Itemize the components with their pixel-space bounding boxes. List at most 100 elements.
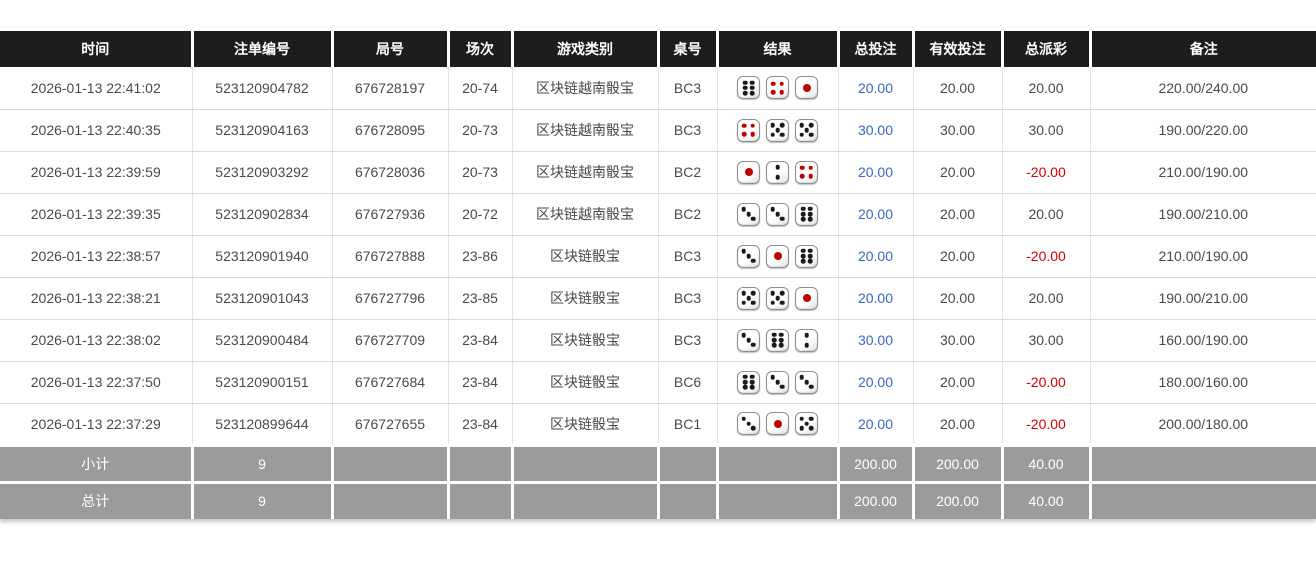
cell-round-no: 676728197 — [332, 67, 449, 110]
cell-bet-no: 523120904782 — [192, 67, 333, 110]
cell-round-no: 676728036 — [332, 151, 449, 194]
bet-amount-link[interactable]: 20.00 — [857, 290, 894, 306]
cell-table-no: BC6 — [658, 361, 718, 404]
cell-bet-no: 523120900151 — [192, 361, 333, 404]
bet-amount-link[interactable]: 20.00 — [857, 248, 894, 264]
cell-remark: 160.00/190.00 — [1090, 319, 1316, 362]
cell-total-payout: -20.00 — [1002, 403, 1091, 446]
cell-total-bet: 20.00 — [838, 235, 914, 278]
die-icon-3 — [737, 328, 760, 352]
die-icon-5 — [795, 412, 818, 435]
column-header-total-payout: 总派彩 — [1002, 31, 1092, 67]
cell-bet-no: 523120903292 — [192, 151, 333, 194]
dice-result-group — [737, 370, 818, 394]
cell-result — [717, 151, 839, 194]
cell-round-no: 676727684 — [332, 361, 449, 404]
cell-session: 20-73 — [448, 109, 513, 152]
subtotal-total-bet: 200.00 — [838, 443, 915, 482]
cell-remark: 180.00/160.00 — [1090, 361, 1316, 404]
cell-time: 2026-01-13 22:38:21 — [0, 277, 193, 320]
cell-time: 2026-01-13 22:37:29 — [0, 403, 193, 446]
cell-game-type: 区块链骰宝 — [512, 403, 659, 446]
die-icon-3 — [737, 202, 760, 226]
bet-amount-link[interactable]: 30.00 — [857, 332, 894, 348]
bet-amount-link[interactable]: 30.00 — [857, 122, 894, 138]
cell-total-payout: 20.00 — [1002, 193, 1091, 236]
cell-result — [717, 193, 839, 236]
cell-time: 2026-01-13 22:37:50 — [0, 361, 193, 404]
cell-remark: 190.00/210.00 — [1090, 193, 1316, 236]
column-header-session: 场次 — [448, 31, 514, 67]
cell-time: 2026-01-13 22:38:57 — [0, 235, 193, 278]
column-header-game-type: 游戏类别 — [512, 31, 660, 67]
cell-session: 20-72 — [448, 193, 513, 236]
total-label: 总计 — [0, 480, 194, 519]
bet-amount-link[interactable]: 20.00 — [857, 79, 894, 96]
die-icon-6 — [737, 370, 760, 394]
cell-total-bet: 20.00 — [838, 193, 914, 236]
die-icon-6 — [737, 76, 760, 100]
die-icon-5 — [766, 118, 789, 142]
cell-result — [717, 403, 839, 446]
total-empty-cell — [717, 480, 840, 519]
table-row: 2026-01-13 22:38:21 523120901043 6767277… — [0, 277, 1316, 320]
bet-records-panel: 时间 注单编号 局号 场次 游戏类别 桌号 结果 总投注 有效投注 总派彩 备注… — [0, 31, 1316, 519]
cell-game-type: 区块链骰宝 — [512, 319, 659, 362]
column-header-result: 结果 — [717, 31, 840, 67]
total-valid-bet: 200.00 — [913, 480, 1004, 519]
dice-result-group — [737, 118, 818, 142]
cell-total-bet: 30.00 — [838, 109, 914, 152]
column-header-total-bet: 总投注 — [838, 31, 915, 67]
bet-amount-link[interactable]: 20.00 — [857, 374, 894, 390]
bet-amount-link[interactable]: 20.00 — [857, 415, 894, 432]
cell-total-bet: 30.00 — [838, 319, 914, 362]
cell-total-bet: 20.00 — [838, 403, 914, 446]
cell-game-type: 区块链越南骰宝 — [512, 109, 659, 152]
cell-table-no: BC2 — [658, 151, 718, 194]
dice-result-group — [737, 244, 818, 268]
die-icon-3 — [737, 244, 760, 268]
dice-result-group — [737, 202, 818, 226]
die-icon-3 — [766, 370, 789, 394]
cell-session: 20-74 — [448, 67, 513, 110]
bet-amount-link[interactable]: 20.00 — [857, 206, 894, 222]
total-total-payout: 40.00 — [1002, 480, 1092, 519]
cell-session: 23-85 — [448, 277, 513, 320]
die-icon-1 — [795, 76, 818, 100]
cell-bet-no: 523120901043 — [192, 277, 333, 320]
cell-result — [717, 361, 839, 404]
column-header-valid-bet: 有效投注 — [913, 31, 1004, 67]
table-header-row: 时间 注单编号 局号 场次 游戏类别 桌号 结果 总投注 有效投注 总派彩 备注 — [0, 31, 1316, 67]
column-header-table-no: 桌号 — [658, 31, 719, 67]
subtotal-count: 9 — [192, 443, 334, 482]
cell-remark: 210.00/190.00 — [1090, 235, 1316, 278]
cell-round-no: 676727796 — [332, 277, 449, 320]
table-row: 2026-01-13 22:41:02 523120904782 6767281… — [0, 67, 1316, 110]
subtotal-total-payout: 40.00 — [1002, 443, 1092, 482]
cell-remark: 190.00/220.00 — [1090, 109, 1316, 152]
subtotal-empty-cell — [1090, 443, 1316, 482]
cell-valid-bet: 30.00 — [913, 109, 1003, 152]
cell-time: 2026-01-13 22:39:59 — [0, 151, 193, 194]
cell-total-payout: 20.00 — [1002, 67, 1091, 110]
cell-round-no: 676727709 — [332, 319, 449, 362]
total-row: 总计 9 200.00 200.00 40.00 — [0, 480, 1316, 519]
cell-result — [717, 277, 839, 320]
die-icon-5 — [795, 118, 818, 142]
cell-game-type: 区块链骰宝 — [512, 235, 659, 278]
table-row: 2026-01-13 22:39:35 523120902834 6767279… — [0, 193, 1316, 236]
die-icon-4 — [795, 160, 818, 184]
cell-time: 2026-01-13 22:41:02 — [0, 67, 193, 110]
cell-total-payout: 30.00 — [1002, 319, 1091, 362]
total-total-bet: 200.00 — [838, 480, 915, 519]
subtotal-empty-cell — [448, 443, 514, 482]
dice-result-group — [737, 412, 818, 435]
die-icon-2 — [766, 160, 789, 184]
cell-valid-bet: 20.00 — [913, 151, 1003, 194]
die-icon-3 — [737, 412, 760, 435]
bet-amount-link[interactable]: 20.00 — [857, 164, 894, 180]
cell-total-bet: 20.00 — [838, 67, 914, 110]
cell-total-payout: 20.00 — [1002, 277, 1091, 320]
cell-round-no: 676727655 — [332, 403, 449, 446]
cell-valid-bet: 20.00 — [913, 67, 1003, 110]
